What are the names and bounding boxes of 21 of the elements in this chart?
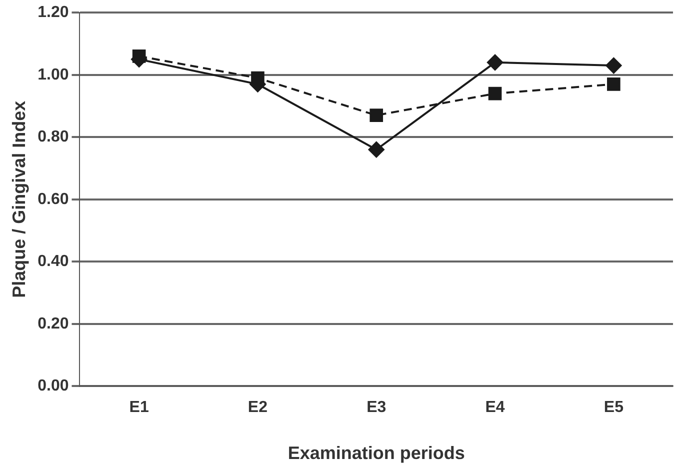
point — [607, 78, 620, 91]
y-tick-label: 1.20 — [38, 4, 69, 22]
point — [488, 86, 502, 100]
x-tick-label: E4 — [485, 399, 505, 416]
y-tick-label: 0.60 — [38, 190, 69, 208]
y-tick-label: 0.80 — [38, 128, 69, 146]
y-axis-title: Plaque / Gingival Index — [8, 100, 29, 298]
point — [606, 58, 622, 74]
x-tick-label: E2 — [248, 399, 268, 416]
point — [368, 142, 384, 158]
y-tick-label: 1.00 — [38, 66, 69, 84]
y-tick-label: 0.20 — [38, 315, 69, 332]
x-tick-label: E5 — [604, 399, 624, 416]
point — [487, 54, 504, 70]
point — [370, 108, 384, 122]
x-axis-title: Examination periods — [288, 443, 465, 464]
y-tick-label: 0.40 — [38, 253, 69, 270]
point — [132, 50, 146, 63]
x-tick-label: E3 — [366, 399, 386, 416]
x-tick-label: E1 — [129, 399, 149, 416]
y-tick-label: 0.00 — [38, 378, 69, 395]
